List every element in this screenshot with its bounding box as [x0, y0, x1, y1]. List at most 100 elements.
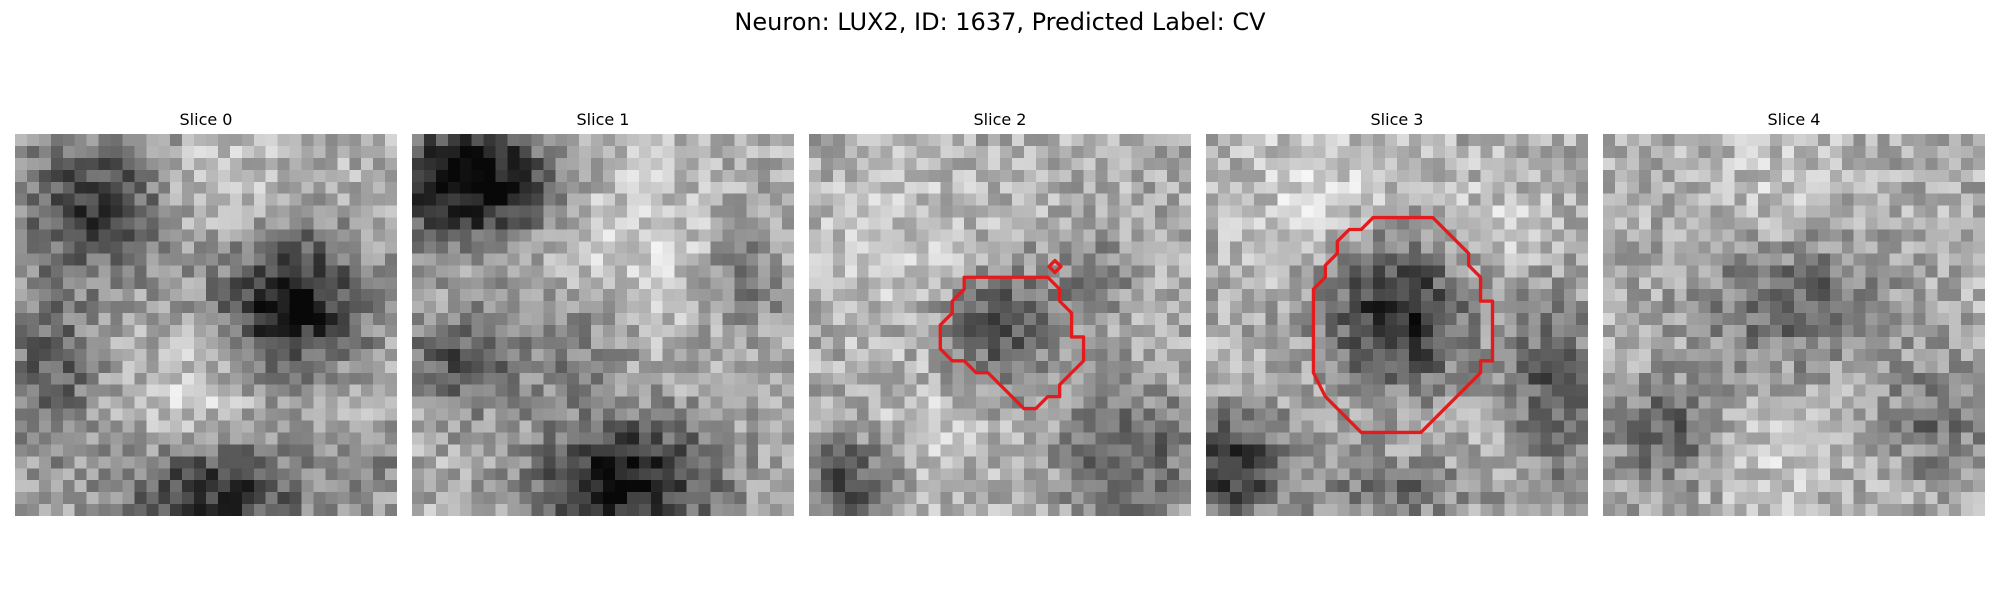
pixel [1746, 444, 1759, 457]
pixel [1385, 241, 1398, 254]
pixel [1576, 432, 1588, 445]
pixel [459, 384, 473, 398]
pixel [1179, 504, 1191, 516]
pixel [567, 504, 580, 516]
pixel [62, 444, 76, 457]
pixel [904, 217, 917, 230]
pixel [1131, 444, 1144, 457]
pixel [1576, 134, 1588, 147]
pixel [1949, 145, 1962, 159]
pixel [1035, 325, 1049, 338]
pixel [686, 432, 699, 445]
pixel [1576, 456, 1588, 469]
pixel [471, 336, 485, 350]
pixel [1674, 384, 1688, 398]
pixel [1337, 372, 1350, 386]
pixel [471, 253, 485, 266]
pixel [1853, 432, 1867, 445]
pixel [603, 157, 616, 171]
pixel [1361, 277, 1374, 290]
pixel [412, 265, 425, 278]
pixel [1794, 193, 1807, 207]
pixel [1071, 157, 1085, 171]
pixel [1143, 193, 1156, 207]
pixel [543, 217, 556, 230]
pixel [1179, 325, 1191, 338]
pixel [1361, 205, 1374, 219]
pixel [1961, 325, 1974, 338]
pixel [447, 384, 461, 398]
pixel [1686, 229, 1699, 242]
pixel [134, 325, 147, 338]
pixel [1241, 277, 1255, 290]
pixel [1516, 360, 1529, 374]
pixel [110, 217, 123, 230]
pixel [1241, 432, 1255, 445]
pixel [1480, 492, 1493, 505]
pixel [158, 241, 171, 254]
pixel [698, 504, 711, 516]
pixel [758, 229, 771, 242]
pixel [1949, 301, 1962, 314]
pixel [916, 181, 929, 195]
pixel [182, 504, 195, 516]
pixel [15, 157, 28, 171]
pixel [301, 456, 314, 469]
pixel [519, 325, 532, 338]
pixel [579, 360, 592, 374]
pixel [591, 217, 604, 230]
pixel [1949, 336, 1962, 350]
pixel [241, 444, 255, 457]
pixel [1229, 396, 1243, 410]
pixel [385, 325, 397, 338]
pixel [746, 145, 759, 159]
pixel [1349, 134, 1362, 147]
pixel [385, 384, 397, 398]
pixel [1131, 420, 1144, 433]
pixel [1650, 145, 1664, 159]
pixel [1397, 360, 1410, 374]
pixel [770, 456, 783, 469]
pixel [253, 205, 267, 219]
pixel [1603, 253, 1616, 266]
pixel [194, 134, 207, 147]
pixel [904, 456, 917, 469]
pixel [229, 217, 243, 230]
pixel [1059, 348, 1073, 362]
pixel [662, 444, 676, 457]
pixel [555, 289, 568, 302]
pixel [976, 444, 989, 457]
pixel [964, 181, 977, 195]
pixel [746, 205, 759, 219]
pixel [1516, 325, 1529, 338]
pixel [1349, 229, 1362, 242]
pixel [194, 181, 207, 195]
pixel [856, 432, 870, 445]
pixel [26, 169, 40, 183]
pixel [782, 336, 794, 350]
pixel [325, 372, 338, 386]
pixel [1095, 408, 1108, 421]
pixel [1277, 480, 1291, 493]
pixel [1925, 217, 1938, 230]
pixel [1265, 169, 1279, 183]
pixel [734, 492, 747, 505]
pixel [158, 348, 171, 362]
pixel [1662, 348, 1676, 362]
pixel [86, 372, 100, 386]
pixel [531, 145, 544, 159]
pixel [1167, 313, 1180, 326]
pixel [809, 444, 822, 457]
pixel [1638, 301, 1652, 314]
pixel [1229, 408, 1243, 421]
pixel [1552, 492, 1565, 505]
pixel [229, 205, 243, 219]
pixel [1011, 360, 1025, 374]
pixel [1746, 157, 1759, 171]
pixel [698, 265, 711, 278]
pixel [1468, 253, 1482, 266]
pixel [638, 289, 652, 302]
pixel [1325, 277, 1338, 290]
pixel [1179, 432, 1191, 445]
pixel [1071, 408, 1085, 421]
